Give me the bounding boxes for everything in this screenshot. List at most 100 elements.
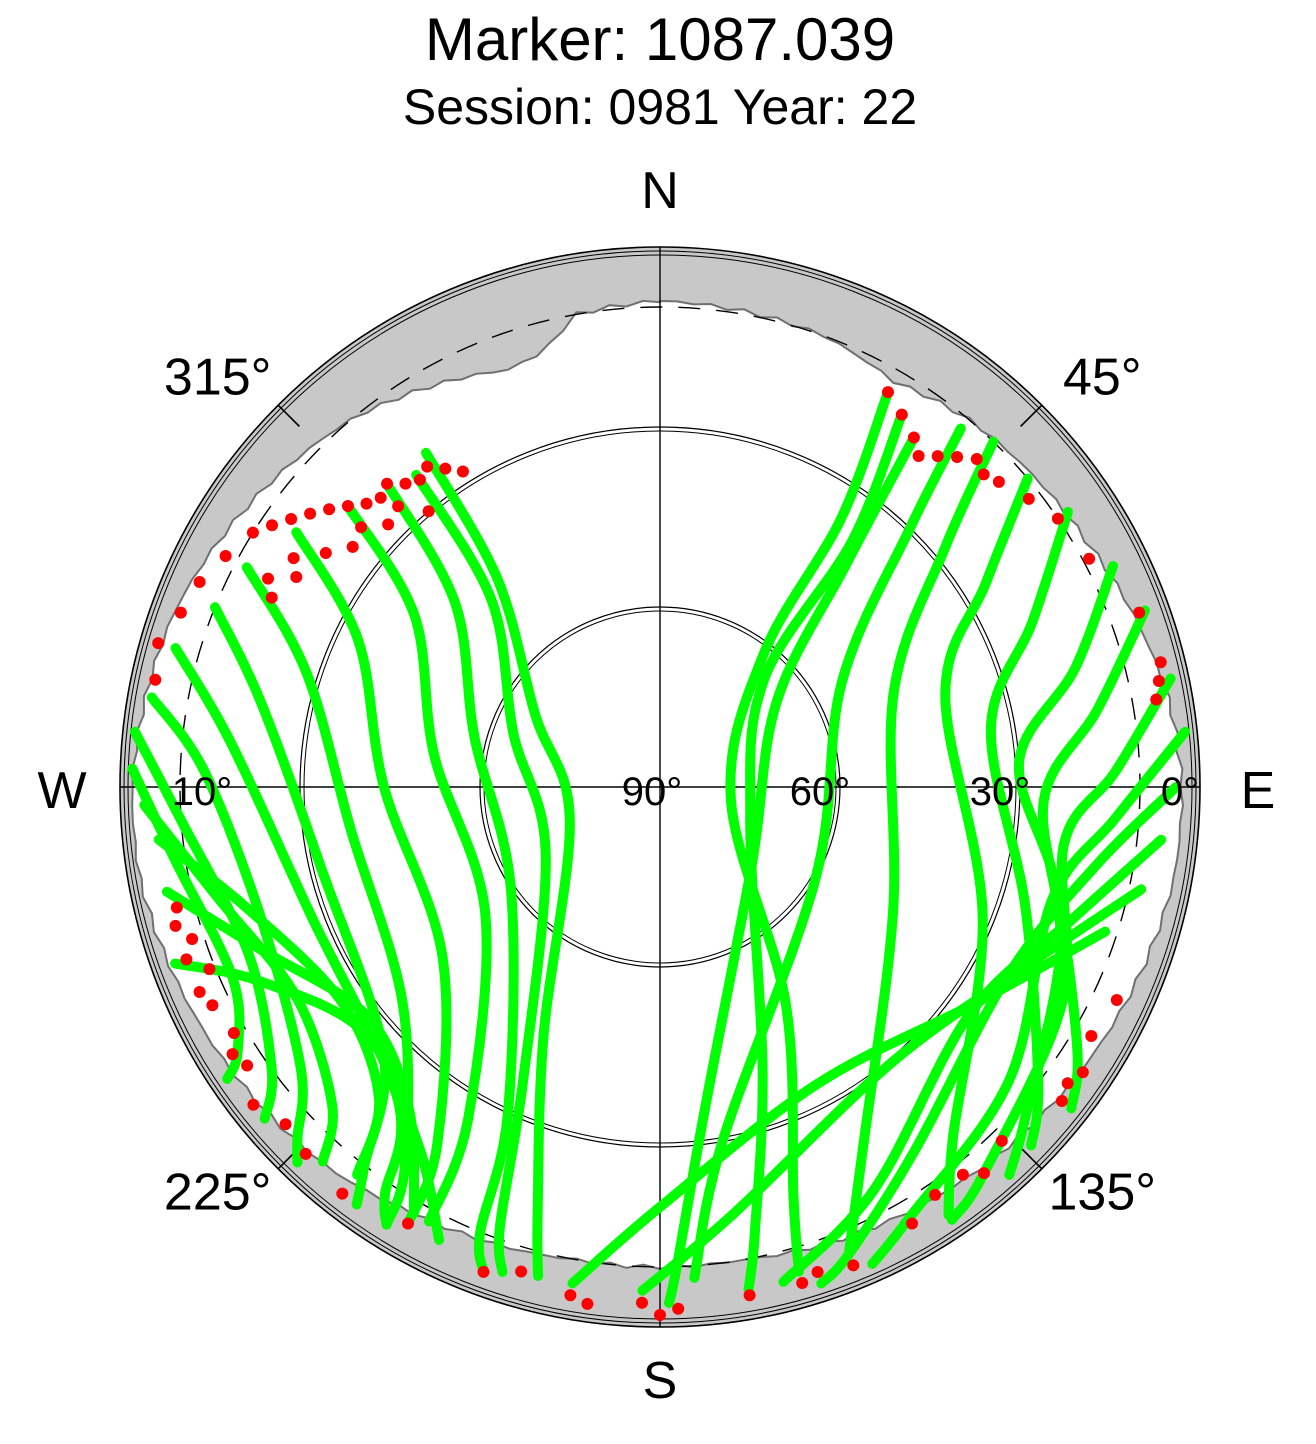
rejected-point-11 bbox=[1051, 512, 1064, 525]
elevation-label-east-60: 60° bbox=[790, 770, 851, 814]
rejected-point-6 bbox=[951, 451, 964, 463]
satellite-track-13 bbox=[778, 834, 1167, 1287]
rejected-point-4 bbox=[912, 450, 925, 462]
satellite-track-2 bbox=[743, 409, 907, 1295]
rejected-point-2 bbox=[895, 408, 908, 421]
rejected-observations bbox=[149, 386, 1167, 1321]
rejected-point-81 bbox=[265, 591, 278, 604]
south-label: S bbox=[643, 1352, 678, 1410]
rejected-point-78 bbox=[287, 552, 300, 565]
rejected-point-47 bbox=[193, 986, 206, 998]
satellite-track-23 bbox=[170, 643, 407, 1230]
rejected-point-69 bbox=[421, 460, 434, 473]
azimuth-tick-315 bbox=[277, 404, 300, 427]
satellite-track-9 bbox=[1004, 605, 1150, 1180]
rejected-point-56 bbox=[193, 576, 206, 588]
rejected-point-30 bbox=[743, 1289, 756, 1302]
rejected-point-9 bbox=[992, 475, 1005, 488]
rejected-point-22 bbox=[995, 1134, 1008, 1147]
satellite-track-14 bbox=[637, 884, 1147, 1296]
rejected-point-71 bbox=[456, 465, 469, 478]
satellite-track-4 bbox=[689, 423, 966, 1283]
chart-title: Marker: 1087.039 bbox=[425, 6, 895, 73]
rejected-point-72 bbox=[319, 547, 332, 559]
rejected-point-19 bbox=[1076, 1066, 1089, 1079]
rejected-point-68 bbox=[413, 473, 426, 486]
rejected-point-7 bbox=[970, 453, 983, 465]
satellite-tracks bbox=[127, 387, 1191, 1308]
rejected-point-76 bbox=[392, 500, 405, 513]
east-label: E bbox=[1241, 762, 1276, 820]
satellite-track-7 bbox=[985, 506, 1073, 1151]
satellite-track-1 bbox=[725, 387, 893, 1277]
rejected-point-39 bbox=[336, 1187, 349, 1200]
rejected-point-26 bbox=[906, 1217, 918, 1230]
axis-labels: 45° 135° 225° 315° 0° 30° 60° 90° 10° bbox=[164, 349, 1199, 1222]
rejected-point-15 bbox=[1152, 675, 1165, 687]
rejected-point-44 bbox=[226, 1048, 239, 1061]
rejected-point-75 bbox=[382, 518, 395, 531]
rejected-point-70 bbox=[439, 462, 452, 475]
rejected-point-79 bbox=[290, 571, 303, 583]
rejected-point-62 bbox=[323, 503, 336, 516]
rejected-point-67 bbox=[399, 477, 412, 490]
north-label: N bbox=[641, 162, 679, 220]
rejected-point-61 bbox=[304, 507, 317, 520]
rejected-point-10 bbox=[1022, 492, 1035, 505]
rejected-point-74 bbox=[355, 521, 368, 534]
rejected-point-40 bbox=[299, 1147, 312, 1160]
satellite-track-12 bbox=[816, 782, 1181, 1289]
elevation-label-west-10: 10° bbox=[172, 770, 233, 814]
satellite-track-19 bbox=[342, 501, 492, 1227]
rejected-point-65 bbox=[374, 491, 387, 504]
rejected-point-50 bbox=[186, 933, 199, 945]
rejected-point-34 bbox=[581, 1297, 594, 1310]
rejected-point-63 bbox=[341, 500, 354, 512]
rejected-point-3 bbox=[907, 431, 920, 444]
rejected-point-37 bbox=[477, 1265, 490, 1278]
rejected-point-24 bbox=[956, 1168, 969, 1181]
satellite-track-17 bbox=[411, 469, 551, 1277]
chart-subtitle: Session: 0981 Year: 22 bbox=[403, 79, 917, 135]
rejected-point-31 bbox=[672, 1302, 685, 1315]
satellite-track-16 bbox=[421, 447, 575, 1281]
rejected-point-14 bbox=[1154, 656, 1167, 669]
rejected-point-33 bbox=[636, 1296, 648, 1309]
rejected-point-59 bbox=[266, 519, 278, 532]
rejected-point-41 bbox=[279, 1118, 292, 1131]
rejected-point-55 bbox=[174, 606, 187, 619]
rejected-point-73 bbox=[346, 540, 359, 553]
satellite-track-5 bbox=[843, 436, 999, 1260]
rejected-point-43 bbox=[241, 1059, 254, 1072]
rejected-point-18 bbox=[1085, 1030, 1098, 1042]
satellite-track-6 bbox=[940, 473, 1033, 1220]
satellite-track-3 bbox=[664, 432, 919, 1308]
rejected-point-21 bbox=[1055, 1095, 1068, 1107]
rejected-point-66 bbox=[381, 477, 393, 490]
rejected-point-77 bbox=[422, 505, 435, 518]
rejected-point-12 bbox=[1083, 552, 1096, 565]
rejected-point-5 bbox=[931, 450, 944, 463]
satellite-track-28 bbox=[153, 834, 385, 1180]
satellite-track-15 bbox=[567, 926, 1111, 1289]
rejected-point-45 bbox=[227, 1027, 240, 1039]
rejected-point-64 bbox=[360, 497, 373, 510]
elevation-label-east-90: 90° bbox=[622, 770, 683, 814]
elevation-label-east-0: 0° bbox=[1161, 770, 1199, 814]
satellite-track-18 bbox=[382, 478, 519, 1277]
rejected-point-20 bbox=[1061, 1077, 1074, 1090]
rejected-point-52 bbox=[170, 901, 183, 914]
satellite-track-11 bbox=[867, 726, 1191, 1269]
rejected-point-25 bbox=[929, 1188, 942, 1201]
rejected-point-17 bbox=[1110, 994, 1123, 1006]
rejected-point-57 bbox=[219, 550, 232, 562]
rejected-point-35 bbox=[564, 1289, 577, 1302]
satellite-track-8 bbox=[1013, 561, 1118, 1114]
rejected-point-46 bbox=[206, 999, 219, 1012]
azimuth-tick-135 bbox=[1020, 1147, 1043, 1170]
satellite-track-20 bbox=[291, 527, 452, 1229]
satellite-track-30 bbox=[170, 958, 445, 1245]
rejected-point-58 bbox=[246, 526, 259, 539]
azimuth-tick-45 bbox=[1020, 404, 1043, 427]
